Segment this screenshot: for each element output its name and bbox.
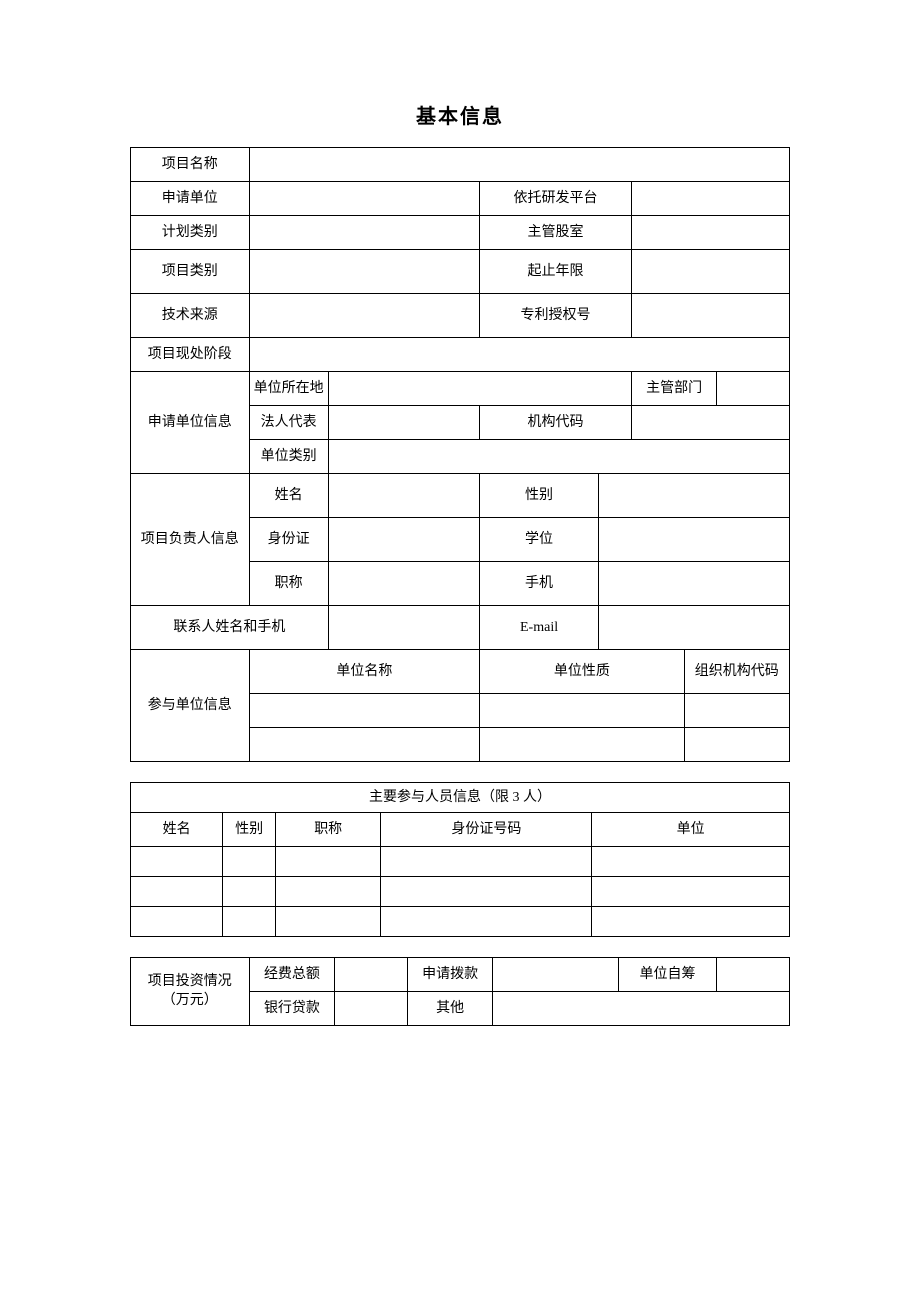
cell (131, 907, 223, 937)
col-unit: 单位 (592, 813, 790, 847)
label-self-fund: 单位自筹 (618, 958, 717, 992)
label-project-type: 项目类别 (131, 250, 250, 294)
cell (717, 372, 789, 406)
cell (131, 847, 223, 877)
label-plan-type: 计划类别 (131, 216, 250, 250)
cell (631, 406, 789, 440)
label-tech-source: 技术来源 (131, 294, 250, 338)
label-apply-fund: 申请拨款 (407, 958, 493, 992)
label-period: 起止年限 (480, 250, 632, 294)
label-bank-loan: 银行贷款 (249, 992, 335, 1026)
cell (598, 562, 789, 606)
cell (249, 294, 480, 338)
cell (684, 694, 789, 728)
cell (335, 992, 407, 1026)
cell (275, 907, 380, 937)
cell (328, 606, 480, 650)
label-gender: 性别 (480, 474, 599, 518)
basic-info-table: 项目名称 申请单位 依托研发平台 计划类别 主管股室 项目类别 起止年限 技术来… (130, 147, 790, 762)
cell (493, 992, 790, 1026)
label-mobile: 手机 (480, 562, 599, 606)
label-other: 其他 (407, 992, 493, 1026)
cell (328, 562, 480, 606)
cell (328, 474, 480, 518)
cell (249, 728, 480, 762)
label-location: 单位所在地 (249, 372, 328, 406)
label-apply-unit: 申请单位 (131, 182, 250, 216)
label-patent: 专利授权号 (480, 294, 632, 338)
label-office: 主管股室 (480, 216, 632, 250)
cell (592, 877, 790, 907)
label-project-name: 项目名称 (131, 148, 250, 182)
label-name: 姓名 (249, 474, 328, 518)
col-gender: 性别 (223, 813, 276, 847)
col-name: 姓名 (131, 813, 223, 847)
label-total: 经费总额 (249, 958, 335, 992)
cell (249, 148, 789, 182)
label-degree: 学位 (480, 518, 599, 562)
label-legal-rep: 法人代表 (249, 406, 328, 440)
cell (493, 958, 618, 992)
label-org-code2: 组织机构代码 (684, 650, 789, 694)
cell (381, 847, 592, 877)
cell (275, 877, 380, 907)
label-unit-nature: 单位性质 (480, 650, 684, 694)
cell (480, 694, 684, 728)
cell (249, 216, 480, 250)
cell (131, 877, 223, 907)
col-title: 职称 (275, 813, 380, 847)
label-apply-unit-info: 申请单位信息 (131, 372, 250, 474)
label-stage: 项目现处阶段 (131, 338, 250, 372)
cell (631, 250, 789, 294)
cell (328, 518, 480, 562)
cell (631, 182, 789, 216)
cell (249, 694, 480, 728)
cell (717, 958, 790, 992)
col-idcard: 身份证号码 (381, 813, 592, 847)
cell (381, 877, 592, 907)
label-unit-name: 单位名称 (249, 650, 480, 694)
cell (592, 907, 790, 937)
participants-table: 主要参与人员信息（限 3 人） 姓名 性别 职称 身份证号码 单位 (130, 782, 790, 937)
cell (328, 406, 480, 440)
label-leader-info: 项目负责人信息 (131, 474, 250, 606)
cell (335, 958, 407, 992)
label-participate-info: 参与单位信息 (131, 650, 250, 762)
label-supervisor: 主管部门 (631, 372, 717, 406)
cell (328, 440, 789, 474)
cell (598, 518, 789, 562)
label-invest: 项目投资情况（万元） (131, 958, 250, 1026)
cell (275, 847, 380, 877)
cell (598, 474, 789, 518)
cell (223, 907, 276, 937)
label-idcard: 身份证 (249, 518, 328, 562)
cell (592, 847, 790, 877)
label-contact: 联系人姓名和手机 (131, 606, 329, 650)
cell (631, 294, 789, 338)
investment-table: 项目投资情况（万元） 经费总额 申请拨款 单位自筹 银行贷款 其他 (130, 957, 790, 1026)
label-org-code: 机构代码 (480, 406, 632, 440)
label-email: E-mail (480, 606, 599, 650)
cell (328, 372, 631, 406)
cell (684, 728, 789, 762)
participants-header: 主要参与人员信息（限 3 人） (131, 783, 790, 813)
cell (631, 216, 789, 250)
cell (249, 338, 789, 372)
cell (249, 182, 480, 216)
label-unit-type: 单位类别 (249, 440, 328, 474)
label-title-rank: 职称 (249, 562, 328, 606)
cell (480, 728, 684, 762)
cell (223, 847, 276, 877)
cell (381, 907, 592, 937)
cell (598, 606, 789, 650)
cell (249, 250, 480, 294)
label-rd-platform: 依托研发平台 (480, 182, 632, 216)
page-title: 基本信息 (130, 100, 790, 129)
cell (223, 877, 276, 907)
